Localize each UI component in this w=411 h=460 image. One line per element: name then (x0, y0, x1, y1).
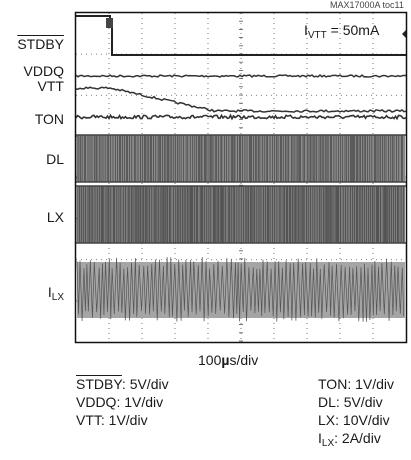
scale-vddq: VDDQ: 1V/div (76, 394, 164, 410)
scale-stdby: STDBY: 5V/div (76, 376, 169, 392)
scale-lx-name: LX (318, 412, 336, 428)
scale-lx: LX: 10V/div (318, 412, 390, 428)
scale-ton-value: 1V/div (355, 376, 395, 392)
scale-dl-value: 5V/div (343, 394, 383, 410)
trigger-level-marker (402, 30, 406, 38)
scale-ton: TON: 1V/div (318, 376, 395, 392)
trace-ton (75, 113, 407, 121)
figure-id: MAX17000A toc11 (330, 0, 404, 10)
scale-vddq-value: 1V/div (124, 394, 164, 410)
label-lx: LX (46, 209, 64, 225)
annotation-main: I (304, 22, 308, 38)
plot-frame (74, 11, 408, 344)
scale-stdby-name: STDBY (76, 376, 122, 392)
scale-ilx-name: I (318, 430, 322, 446)
label-ilx: ILX (0, 284, 64, 303)
label-vtt: VTT (37, 78, 64, 94)
annotation-sub: VTT (307, 30, 327, 41)
annotation-rest: = 50mA (326, 22, 380, 38)
trace-dl (76, 135, 403, 182)
label-stdby: STDBY (17, 36, 64, 52)
label-dl: DL (46, 151, 64, 167)
scale-ilx-value: 2A/div (341, 430, 381, 446)
scale-ilx-sub: LX (321, 438, 335, 449)
annotation-ivtt: IVTT = 50mA (304, 22, 379, 41)
label-vddq: VDDQ (23, 63, 64, 79)
timebase-mu: µ (221, 352, 230, 368)
scale-vtt: VTT: 1V/div (76, 412, 148, 428)
scale-ton-name: TON (318, 376, 348, 392)
scale-vddq-name: VDDQ (76, 394, 117, 410)
label-ilx-main: I (47, 284, 52, 300)
trace-group (75, 15, 407, 322)
scale-stdby-value: 5V/div (129, 376, 169, 392)
scale-dl: DL: 5V/div (318, 394, 383, 410)
scale-vtt-value: 1V/div (108, 412, 148, 428)
timebase-value: 100 (198, 352, 222, 368)
label-ton: TON (34, 111, 64, 127)
trace-ilx (76, 256, 405, 322)
trigger-marker (106, 18, 113, 28)
trace-vddq (75, 73, 407, 78)
timebase-label: 100µs/div (198, 352, 258, 368)
scale-vtt-name: VTT (76, 412, 101, 428)
trace-lx (76, 186, 404, 243)
scale-ilx: ILX: 2A/div (318, 430, 381, 449)
scale-lx-value: 10V/div (342, 412, 390, 428)
scale-dl-name: DL (318, 394, 336, 410)
timebase-unit: s/div (229, 352, 259, 368)
trace-vtt (76, 86, 407, 114)
label-ilx-sub: LX (51, 292, 64, 303)
